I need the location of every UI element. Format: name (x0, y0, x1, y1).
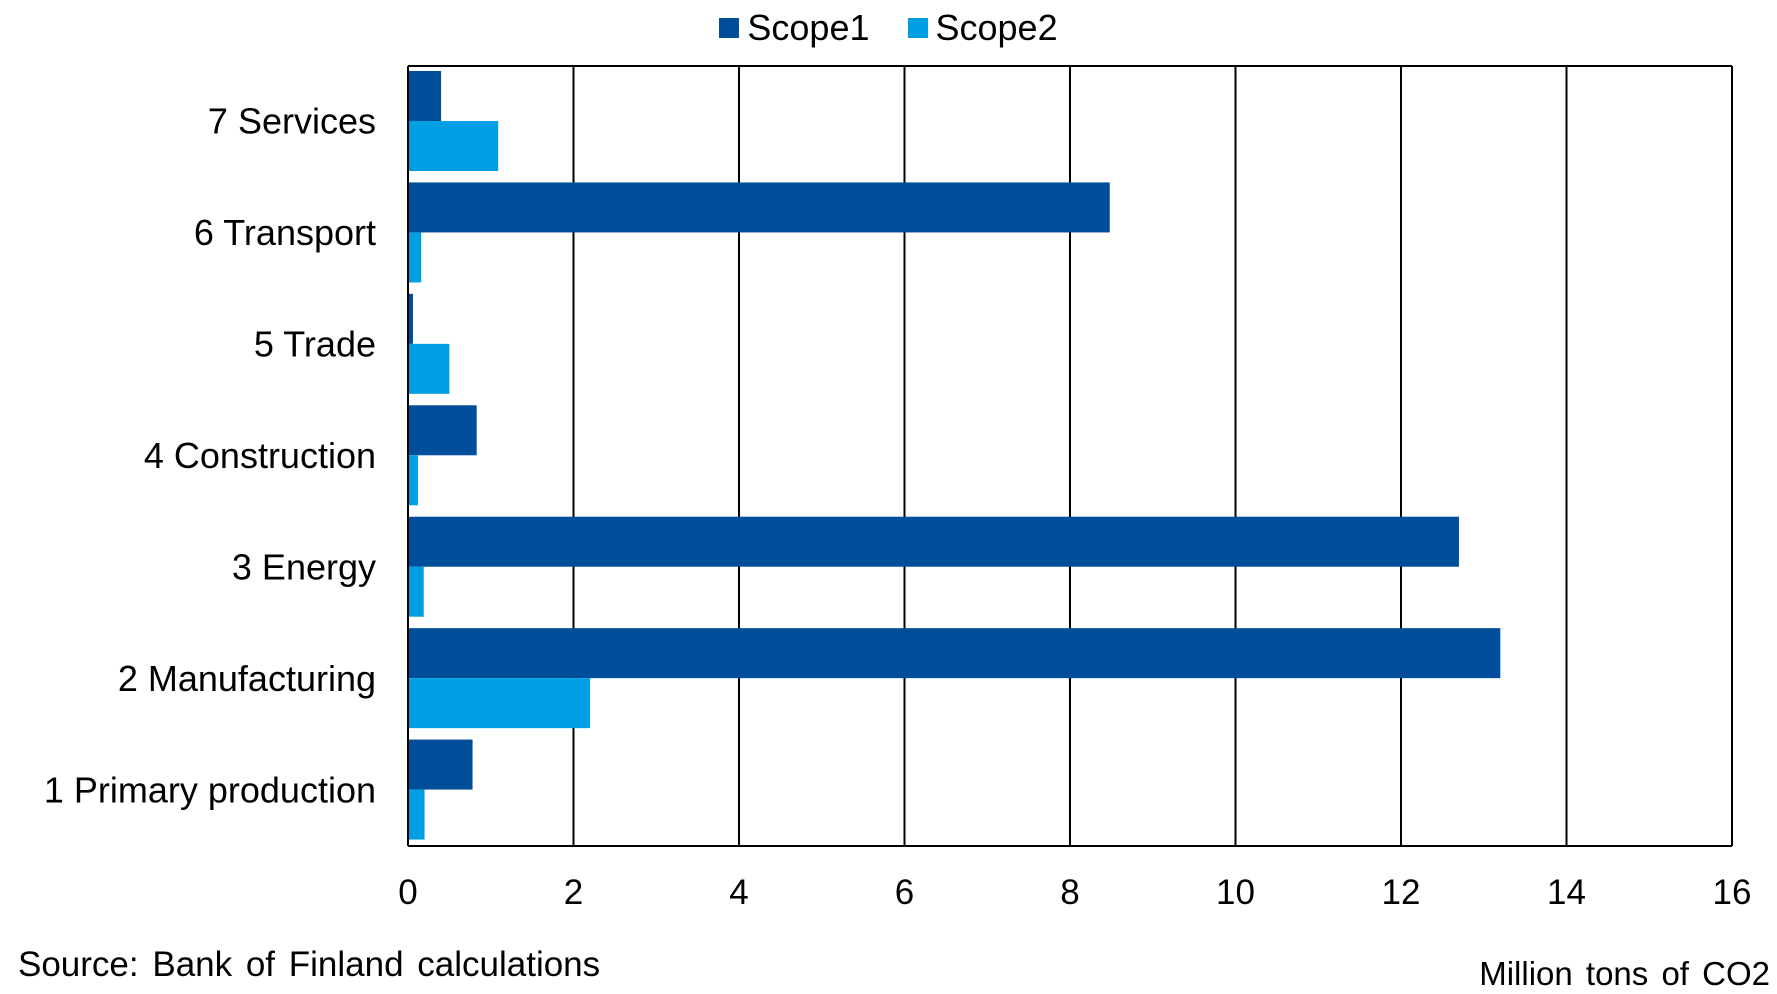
axes (407, 65, 1732, 847)
bar-scope1-6 (408, 182, 1110, 233)
bar-scope1-1 (408, 739, 473, 790)
y-category-label-5: 5 Trade (254, 324, 376, 365)
x-tick-label-0: 0 (398, 873, 417, 912)
bar-scope1-5 (408, 293, 413, 344)
bar-scope1-4 (408, 405, 477, 456)
x-tick-label-6: 6 (895, 873, 914, 912)
y-category-label-4: 4 Construction (144, 435, 376, 476)
x-tick-label-12: 12 (1382, 873, 1421, 912)
bar-scope2-4 (408, 455, 418, 506)
bar-scope2-6 (408, 232, 422, 283)
y-category-label-1: 1 Primary production (44, 769, 376, 810)
labels: 0 2 4 6 8 10 12 14 16 1 Primary production 2 Manuf… (44, 101, 1752, 912)
legend-label-scope2: Scope2 (935, 7, 1058, 48)
x-tick-label-8: 8 (1060, 873, 1079, 912)
legend-label-scope1: Scope1 (747, 7, 870, 48)
bar-scope2-1 (408, 789, 425, 840)
legend-swatch-scope2 (907, 18, 928, 38)
y-category-label-6: 6 Transport (194, 212, 376, 253)
bar-scope2-5 (408, 343, 450, 394)
bar-scope2-7 (408, 121, 499, 171)
x-tick-label-2: 2 (564, 873, 583, 912)
source-note: Source: Bank of Finland calculations (18, 945, 601, 984)
y-category-label-7: 7 Services (208, 101, 376, 142)
legend-swatch-scope1 (719, 18, 740, 38)
unit-note: Million tons of CO2 (1479, 955, 1770, 992)
x-tick-label-16: 16 (1713, 873, 1752, 912)
bar-scope2-3 (408, 566, 424, 617)
legend-item-scope1: Scope1 (719, 7, 870, 48)
bar-scope1-2 (408, 628, 1501, 679)
legend-item-scope2: Scope2 (907, 7, 1058, 48)
bar-scope1-7 (408, 71, 442, 121)
bar-scope1-3 (408, 516, 1459, 567)
chart-legend: Scope1 Scope2 (0, 8, 1777, 48)
x-tick-label-4: 4 (729, 873, 748, 912)
bar-scope2-2 (408, 678, 591, 729)
x-tick-label-10: 10 (1216, 873, 1255, 912)
bars (408, 71, 1501, 840)
y-category-label-2: 2 Manufacturing (118, 658, 376, 699)
x-tick-label-14: 14 (1547, 873, 1586, 912)
y-category-label-3: 3 Energy (232, 546, 376, 587)
